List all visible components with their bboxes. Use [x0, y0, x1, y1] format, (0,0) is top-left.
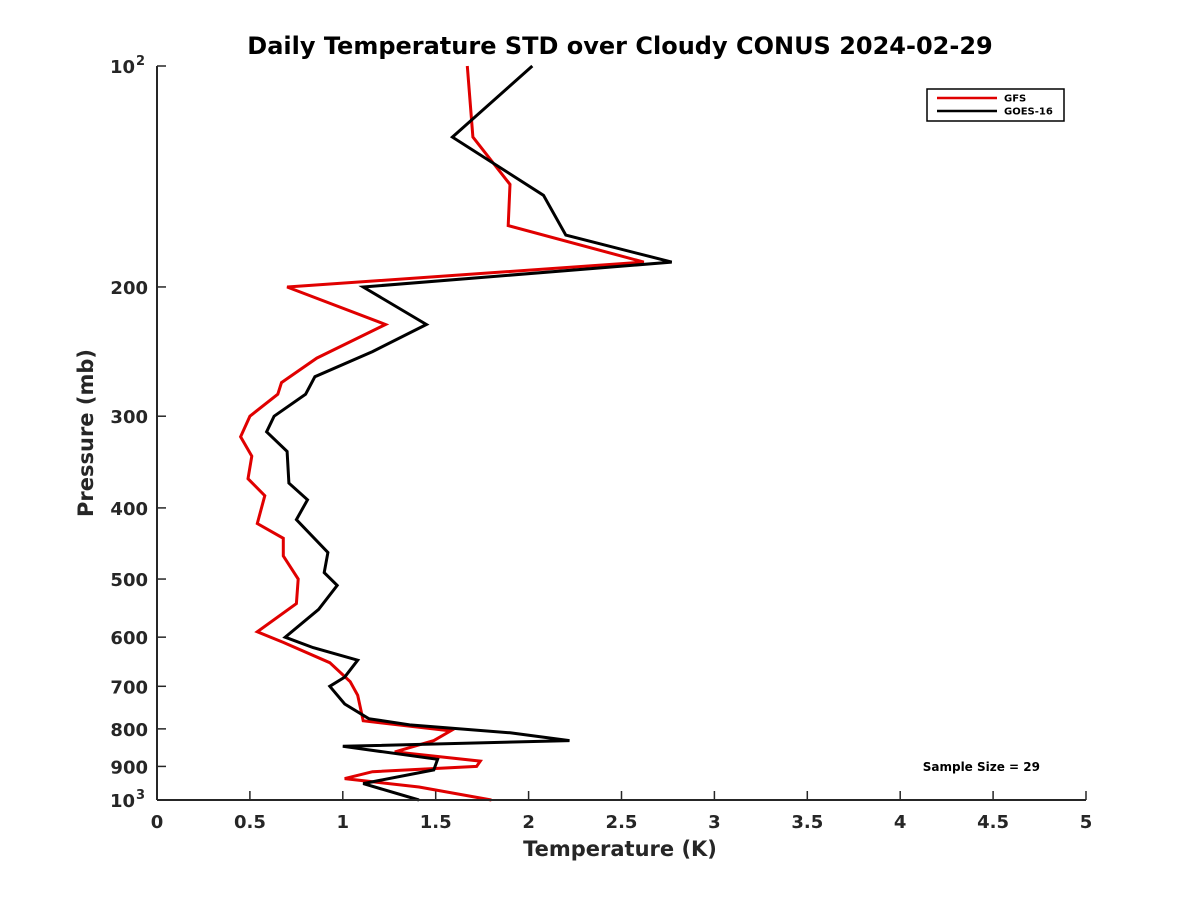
x-tick-label: 4.5: [977, 812, 1009, 833]
x-tick-label: 5: [1080, 812, 1093, 833]
y-tick-exponent: 3: [136, 788, 145, 803]
y-tick-label: 300: [110, 407, 148, 428]
x-tick-label: 1: [337, 812, 350, 833]
x-tick-label: 0: [151, 812, 164, 833]
x-tick-label: 1.5: [420, 812, 452, 833]
x-axis-label: Temperature (K): [523, 837, 717, 861]
plot-area: [238, 64, 673, 802]
y-tick-label: 800: [110, 720, 148, 741]
x-tick-label: 4: [894, 812, 907, 833]
legend: GFS GOES-16: [926, 88, 1065, 122]
series-line-goes16: [264, 64, 673, 802]
y-tick-label: 500: [110, 570, 148, 591]
x-tick-label: 2: [522, 812, 535, 833]
y-tick-label: 900: [110, 757, 148, 778]
sample-size-annotation: Sample Size = 29: [923, 760, 1040, 774]
x-axis-ticks: 0 0.5 1 1.5 2 2.5 3 3.5 4 4.5 5: [151, 791, 1093, 833]
y-tick-label: 10: [110, 791, 135, 812]
y-tick-label: 600: [110, 628, 148, 649]
chart-title: Daily Temperature STD over Cloudy CONUS …: [247, 32, 992, 60]
y-tick-label: 700: [110, 677, 148, 698]
y-tick-label: 200: [110, 278, 148, 299]
y-tick-exponent: 2: [136, 54, 145, 69]
y-axis-label: Pressure (mb): [74, 349, 98, 517]
x-tick-label: 2.5: [606, 812, 638, 833]
x-tick-label: 3.5: [791, 812, 823, 833]
x-tick-label: 0.5: [234, 812, 266, 833]
series-line-gfs: [238, 65, 645, 802]
y-tick-label: 400: [110, 499, 148, 520]
legend-label-gfs: GFS: [1004, 94, 1026, 105]
legend-box: [926, 88, 1065, 122]
legend-label-goes16: GOES-16: [1004, 107, 1053, 118]
y-tick-label: 10: [110, 57, 135, 78]
x-tick-label: 3: [708, 812, 721, 833]
